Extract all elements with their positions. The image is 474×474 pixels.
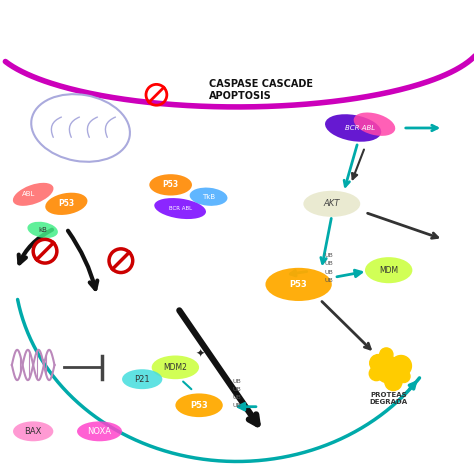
Text: MDM: MDM — [379, 266, 398, 274]
Text: CASPASE CASCADE
APOPTOSIS: CASPASE CASCADE APOPTOSIS — [209, 79, 312, 101]
Ellipse shape — [190, 188, 228, 206]
Text: MDM2: MDM2 — [164, 363, 187, 372]
Text: UB: UB — [232, 379, 241, 383]
Circle shape — [375, 356, 402, 383]
Ellipse shape — [122, 369, 162, 389]
Text: BCR ABL: BCR ABL — [169, 206, 191, 211]
Circle shape — [398, 370, 410, 383]
Circle shape — [391, 356, 411, 376]
Ellipse shape — [154, 198, 206, 219]
Circle shape — [380, 348, 393, 361]
Text: UB: UB — [232, 387, 241, 392]
Text: PROTEAS
DEGRADA: PROTEAS DEGRADA — [370, 392, 408, 405]
Text: P21: P21 — [135, 375, 150, 383]
Ellipse shape — [149, 174, 192, 196]
Text: ✦: ✦ — [195, 349, 205, 359]
Ellipse shape — [13, 183, 54, 206]
Ellipse shape — [303, 191, 360, 217]
Text: P53: P53 — [190, 401, 208, 410]
Text: TkB: TkB — [202, 194, 215, 200]
Text: P53: P53 — [163, 181, 179, 189]
Ellipse shape — [46, 193, 87, 215]
Ellipse shape — [325, 114, 381, 142]
Text: P53: P53 — [58, 200, 74, 208]
Ellipse shape — [175, 393, 223, 417]
Text: UB: UB — [325, 253, 333, 257]
Circle shape — [369, 366, 383, 381]
Text: P53: P53 — [290, 280, 308, 289]
Text: UB: UB — [325, 278, 333, 283]
Ellipse shape — [13, 421, 53, 441]
Circle shape — [385, 374, 402, 391]
Text: BAX: BAX — [25, 427, 42, 436]
Text: UB: UB — [232, 395, 241, 400]
Ellipse shape — [27, 222, 58, 238]
Text: AKT: AKT — [324, 200, 340, 208]
Text: UB: UB — [325, 261, 333, 266]
Text: UB: UB — [232, 403, 241, 408]
Text: UB: UB — [325, 270, 333, 274]
Text: BCR ABL: BCR ABL — [345, 125, 375, 131]
Text: kB: kB — [38, 227, 47, 233]
Ellipse shape — [354, 112, 395, 136]
Circle shape — [370, 355, 387, 372]
Ellipse shape — [77, 421, 122, 441]
Ellipse shape — [365, 257, 412, 283]
Ellipse shape — [152, 356, 199, 379]
Text: ABL: ABL — [22, 191, 35, 197]
Text: NOXA: NOXA — [88, 427, 111, 436]
Ellipse shape — [265, 268, 332, 301]
